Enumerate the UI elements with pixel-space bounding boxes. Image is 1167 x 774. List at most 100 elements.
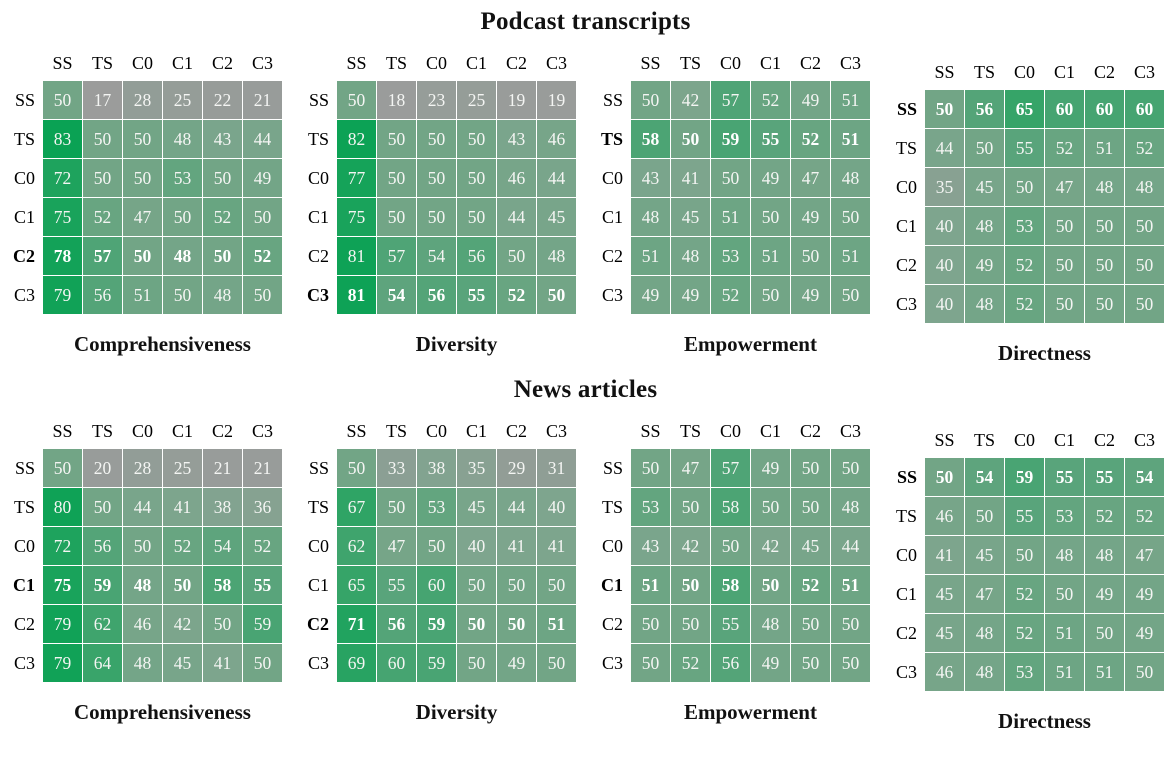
row-header-label: SS (6, 449, 42, 487)
heatmap-cell: 50 (831, 198, 870, 236)
column-header-label: C0 (123, 418, 162, 448)
metric-title: Empowerment (684, 700, 817, 724)
column-header-label: C1 (1045, 59, 1084, 89)
heatmap-cell: 65 (337, 566, 376, 604)
column-header-label: C2 (203, 418, 242, 448)
column-header-label: C2 (791, 418, 830, 448)
heatmap-cell: 43 (631, 527, 670, 565)
heatmap-cell: 51 (711, 198, 750, 236)
heatmap-cell: 52 (751, 81, 790, 119)
heatmap-cell: 50 (791, 237, 830, 275)
heatmap-cell: 41 (925, 536, 964, 574)
row-header-label: C3 (888, 653, 924, 691)
heatmap-cell: 50 (243, 276, 282, 314)
heatmap-cell: 46 (123, 605, 162, 643)
heatmap-panel-empowerment: SS TS C0 C1 C2 C3 SS 50 47 57 49 50 50 TS 53 50 58 50 50 48… (594, 418, 870, 725)
heatmap-cell: 56 (417, 276, 456, 314)
heatmap-cell: 33 (377, 449, 416, 487)
row-header-label: TS (594, 488, 630, 526)
heatmap-cell: 48 (163, 120, 202, 158)
heatmap-cell: 50 (123, 237, 162, 275)
row-header-label: C3 (594, 644, 630, 682)
heatmap-cell: 50 (751, 276, 790, 314)
heatmap-cell: 47 (791, 159, 830, 197)
column-header-label: SS (43, 418, 82, 448)
heatmap-cell: 50 (537, 276, 576, 314)
heatmap-cell: 49 (243, 159, 282, 197)
column-header-label: TS (83, 50, 122, 80)
heatmap-cell: 49 (1085, 575, 1124, 613)
heatmap-cell: 50 (925, 90, 964, 128)
row-header-label: TS (6, 488, 42, 526)
row-header-label: TS (300, 488, 336, 526)
heatmap-cell: 50 (791, 605, 830, 643)
heatmap-cell: 50 (791, 644, 830, 682)
heatmap-cell: 46 (497, 159, 536, 197)
heatmap-cell: 78 (43, 237, 82, 275)
metric-title: Comprehensiveness (74, 700, 251, 724)
heatmap-cell: 50 (1125, 285, 1164, 323)
heatmap-grid: SS TS C0 C1 C2 C3 SS 50 20 28 25 21 21 TS 80 50 44 41 38 36… (6, 418, 282, 682)
heatmap-cell: 51 (831, 237, 870, 275)
column-header-label: C1 (163, 418, 202, 448)
heatmap-cell: 55 (1045, 458, 1084, 496)
heatmap-cell: 45 (965, 168, 1004, 206)
heatmap-cell: 45 (163, 644, 202, 682)
heatmap-cell: 50 (711, 159, 750, 197)
heatmap-cell: 50 (123, 120, 162, 158)
heatmap-cell: 50 (791, 488, 830, 526)
heatmap-cell: 69 (337, 644, 376, 682)
heatmap-cell: 20 (83, 449, 122, 487)
heatmap-cell: 49 (965, 246, 1004, 284)
row-header-label: C1 (594, 566, 630, 604)
row-header-label: TS (300, 120, 336, 158)
heatmap-cell: 59 (243, 605, 282, 643)
heatmap-cell: 41 (537, 527, 576, 565)
column-header-label: C1 (457, 418, 496, 448)
heatmap-cell: 56 (83, 527, 122, 565)
heatmap-cell: 48 (831, 159, 870, 197)
row-header-label: C3 (6, 644, 42, 682)
heatmap-cell: 51 (1085, 129, 1124, 167)
row-header-label: C3 (888, 285, 924, 323)
heatmap-cell: 48 (965, 207, 1004, 245)
heatmap-cell: 51 (1045, 653, 1084, 691)
grid-corner (888, 427, 924, 457)
heatmap-cell: 50 (1125, 246, 1164, 284)
heatmap-cell: 51 (1045, 614, 1084, 652)
column-header-label: SS (337, 418, 376, 448)
heatmap-cell: 49 (1125, 575, 1164, 613)
heatmap-cell: 50 (831, 644, 870, 682)
column-header-label: SS (631, 50, 670, 80)
row-header-label: C0 (594, 527, 630, 565)
heatmap-cell: 50 (243, 198, 282, 236)
column-header-label: C2 (497, 50, 536, 80)
heatmap-cell: 50 (243, 644, 282, 682)
heatmap-cell: 59 (417, 605, 456, 643)
heatmap-cell: 55 (377, 566, 416, 604)
heatmap-cell: 60 (417, 566, 456, 604)
heatmap-cell: 50 (751, 488, 790, 526)
heatmap-cell: 43 (631, 159, 670, 197)
heatmap-cell: 71 (337, 605, 376, 643)
heatmap-cell: 50 (457, 644, 496, 682)
heatmap-cell: 50 (43, 81, 82, 119)
column-header-label: C0 (711, 50, 750, 80)
row-header-label: SS (594, 449, 630, 487)
heatmap-cell: 41 (163, 488, 202, 526)
heatmap-cell: 60 (1085, 90, 1124, 128)
heatmap-cell: 75 (43, 198, 82, 236)
heatmap-cell: 50 (417, 159, 456, 197)
heatmap-cell: 54 (417, 237, 456, 275)
heatmap-cell: 46 (537, 120, 576, 158)
metric-title: Directness (998, 709, 1091, 733)
heatmap-grid: SS TS C0 C1 C2 C3 SS 50 47 57 49 50 50 TS 53 50 58 50 50 48… (594, 418, 870, 682)
heatmap-cell: 48 (751, 605, 790, 643)
heatmap-cell: 57 (83, 237, 122, 275)
heatmap-cell: 48 (965, 653, 1004, 691)
column-header-label: SS (43, 50, 82, 80)
heatmap-cell: 50 (123, 527, 162, 565)
grid-corner (300, 50, 336, 80)
heatmap-cell: 53 (711, 237, 750, 275)
heatmap-cell: 52 (791, 120, 830, 158)
